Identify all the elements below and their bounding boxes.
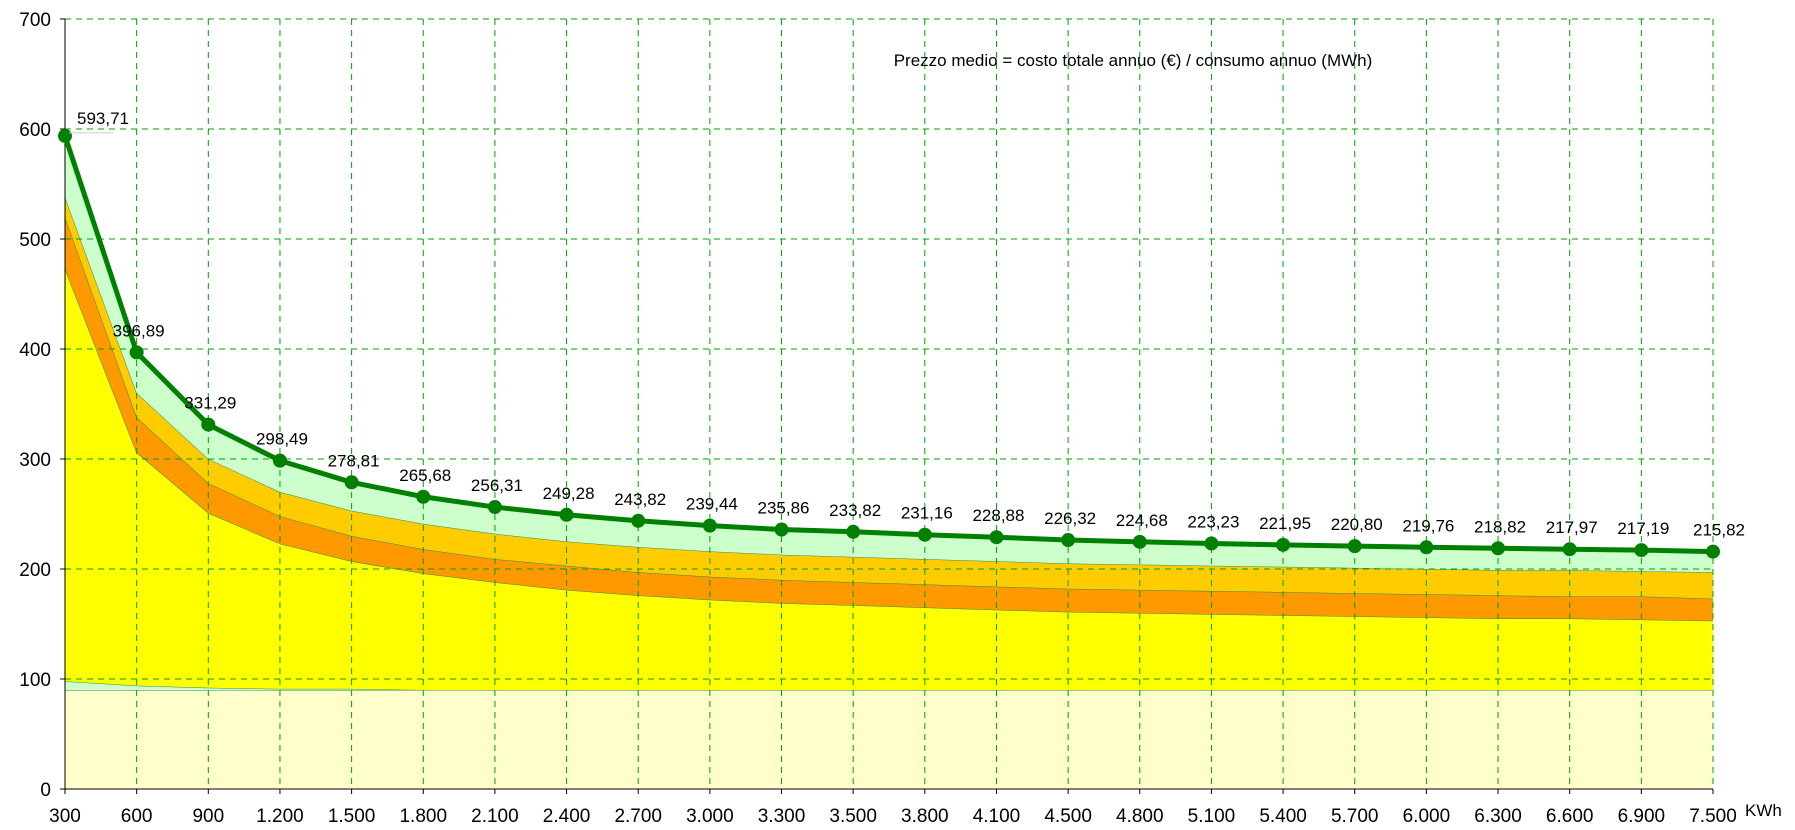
x-tick-label: 3.800 xyxy=(901,806,949,827)
stacked-areas xyxy=(64,135,1714,789)
x-tick-label: 6.900 xyxy=(1618,806,1666,827)
data-label: 215,82 xyxy=(1693,521,1745,540)
x-tick-label: 3.000 xyxy=(686,806,734,827)
y-tick-label: 200 xyxy=(19,560,51,581)
y-tick-label: 700 xyxy=(19,10,51,31)
x-tick-label: 7.500 xyxy=(1689,806,1737,827)
series-point xyxy=(201,417,216,432)
data-label: 235,86 xyxy=(758,499,810,518)
series-point xyxy=(1634,543,1649,558)
data-label: 233,82 xyxy=(829,501,881,520)
series-point xyxy=(989,530,1004,545)
y-tick-label: 400 xyxy=(19,340,51,361)
x-tick-label: 5.700 xyxy=(1331,806,1379,827)
series-point xyxy=(846,524,861,539)
series-point xyxy=(1132,534,1147,549)
y-tick-label: 0 xyxy=(40,780,51,801)
data-label: 239,44 xyxy=(686,495,738,514)
data-label: 331,29 xyxy=(184,394,236,413)
series-point xyxy=(272,453,287,468)
data-label: 219,76 xyxy=(1402,516,1454,535)
data-label: 256,31 xyxy=(471,476,523,495)
axes xyxy=(64,19,1713,790)
y-tick-label: 600 xyxy=(19,120,51,141)
x-tick-label: 5.100 xyxy=(1188,806,1236,827)
series-point xyxy=(129,345,144,360)
x-tick-label: 2.100 xyxy=(471,806,519,827)
data-label: 231,16 xyxy=(901,504,953,523)
series-point xyxy=(58,128,72,143)
data-labels: 593,71 396,89 331,29 298,49 278,81 265,68 256,… xyxy=(69,109,1745,540)
data-label: 228,88 xyxy=(972,506,1024,525)
x-tick-label: 6.600 xyxy=(1546,806,1594,827)
series-point xyxy=(631,513,646,528)
series-point xyxy=(1706,544,1720,559)
total-price-series xyxy=(58,128,1720,559)
data-label: 220,80 xyxy=(1331,515,1383,534)
series-point xyxy=(1061,533,1076,548)
data-label: 243,82 xyxy=(614,490,666,509)
data-label: 218,82 xyxy=(1474,517,1526,536)
area-band-1 xyxy=(65,690,1713,789)
x-tick-label: 6.000 xyxy=(1403,806,1451,827)
series-point xyxy=(1562,542,1577,557)
x-tick-labels: 300 600 900 1.200 1.500 1.800 2.100 2.400 2.700 3… xyxy=(49,789,1737,827)
series-point xyxy=(416,489,431,504)
x-tick-label: 4.500 xyxy=(1044,806,1092,827)
x-tick-label: 1.800 xyxy=(399,806,447,827)
data-label: 226,32 xyxy=(1044,509,1096,528)
chart-note: Prezzo medio = costo totale annuo (€) / … xyxy=(894,51,1373,70)
series-line xyxy=(62,135,1714,555)
y-tick-labels: 0 100 200 300 400 500 600 700 xyxy=(19,10,65,801)
y-tick-label: 100 xyxy=(19,670,51,691)
series-point xyxy=(774,522,789,537)
series-point xyxy=(559,507,574,522)
x-tick-label: 4.100 xyxy=(973,806,1021,827)
series-point xyxy=(1204,536,1219,551)
data-label: 249,28 xyxy=(543,484,595,503)
x-tick-label: 4.800 xyxy=(1116,806,1164,827)
grid-lines xyxy=(65,18,1714,789)
x-tick-label: 1.200 xyxy=(256,806,304,827)
series-point xyxy=(702,518,717,533)
data-label: 298,49 xyxy=(256,430,308,449)
series-point xyxy=(344,475,359,490)
data-label: 278,81 xyxy=(328,451,380,470)
data-label: 221,95 xyxy=(1259,514,1311,533)
data-label: 224,68 xyxy=(1116,511,1168,530)
data-label: 265,68 xyxy=(399,466,451,485)
area-band-2 xyxy=(65,681,1713,690)
series-point xyxy=(1419,540,1434,555)
x-tick-label: 5.400 xyxy=(1259,806,1307,827)
series-point xyxy=(1491,541,1506,556)
area-band-3 xyxy=(65,268,1713,690)
x-tick-label: 300 xyxy=(49,806,81,827)
data-label: 396,89 xyxy=(113,321,165,340)
data-label: 217,97 xyxy=(1546,518,1598,537)
y-tick-label: 500 xyxy=(19,230,51,251)
y-tick-label: 300 xyxy=(19,450,51,471)
x-tick-label: 1.500 xyxy=(328,806,376,827)
series-point xyxy=(917,527,932,542)
data-label: 593,71 xyxy=(77,109,129,128)
series-point xyxy=(1347,539,1362,554)
x-axis-unit: KWh xyxy=(1745,801,1782,820)
x-tick-label: 3.500 xyxy=(829,806,877,827)
x-tick-label: 900 xyxy=(192,806,224,827)
series-point xyxy=(487,500,502,515)
x-tick-label: 3.300 xyxy=(758,806,806,827)
x-tick-label: 6.300 xyxy=(1474,806,1522,827)
data-label: 217,19 xyxy=(1617,519,1669,538)
x-tick-label: 2.400 xyxy=(543,806,591,827)
data-label: 223,23 xyxy=(1187,512,1239,531)
x-tick-label: 2.700 xyxy=(614,806,662,827)
series-point xyxy=(1276,537,1291,552)
x-tick-label: 600 xyxy=(121,806,153,827)
